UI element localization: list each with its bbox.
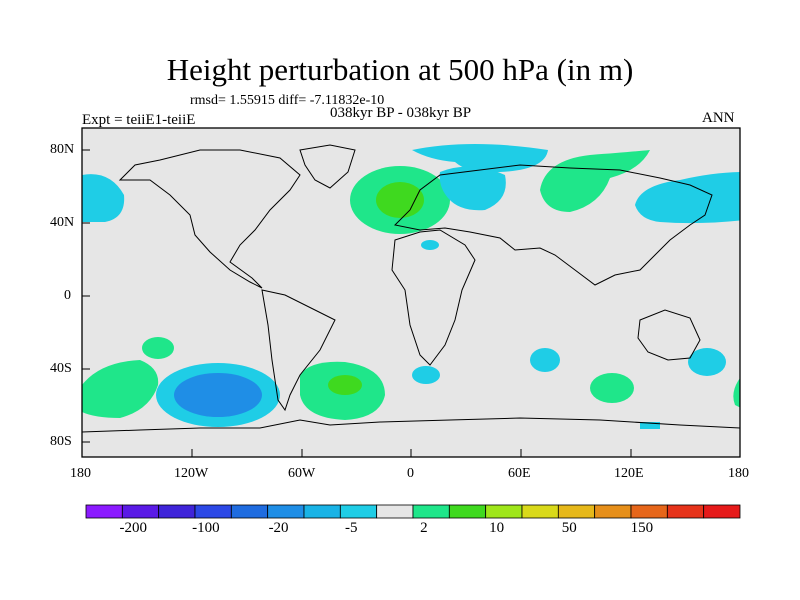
lon-label-120e: 120E bbox=[614, 466, 644, 481]
coast-greenland bbox=[299, 144, 356, 189]
coast-africa bbox=[391, 229, 476, 366]
colorbar-label: -20 bbox=[268, 520, 289, 536]
colorbar-swatch bbox=[521, 504, 559, 519]
colorbar-label: 2 bbox=[420, 520, 428, 536]
field-south-pacific-blue bbox=[174, 373, 262, 417]
coast-eurasia bbox=[393, 164, 713, 286]
colorbar-swatch bbox=[158, 504, 196, 519]
colorbar-swatch bbox=[666, 504, 705, 519]
coast-south-america bbox=[261, 289, 336, 412]
lat-label-40n: 40N bbox=[50, 215, 75, 230]
colorbar-swatch bbox=[339, 504, 378, 519]
colorbar-swatch bbox=[630, 504, 668, 519]
lon-label-120w: 120W bbox=[174, 466, 209, 481]
colorbar-label: -200 bbox=[119, 520, 147, 536]
colorbar-swatch bbox=[121, 504, 160, 519]
lon-label-180w: 180 bbox=[70, 466, 91, 481]
colorbar-label: -100 bbox=[192, 520, 220, 536]
colorbar-label: 50 bbox=[561, 520, 577, 536]
lon-label-0: 0 bbox=[407, 466, 414, 481]
coast-australia bbox=[637, 309, 701, 361]
field-south-atlantic-darkgreen bbox=[328, 375, 362, 395]
field-north-atlantic-darkgreen bbox=[376, 182, 424, 218]
rmsd-stats: rmsd= 1.55915 diff= -7.11832e-10 bbox=[190, 93, 385, 108]
field-indian-cyan bbox=[530, 348, 560, 372]
colorbar-swatch bbox=[85, 504, 123, 519]
season-label: ANN bbox=[702, 110, 735, 126]
colorbar-swatch bbox=[303, 504, 341, 519]
map-title: Height perturbation at 500 hPa (in m) bbox=[166, 52, 634, 87]
colorbar-swatch bbox=[594, 504, 632, 519]
ticks bbox=[81, 149, 741, 457]
colorbar-label: 10 bbox=[489, 520, 505, 536]
field-cape-cyan bbox=[412, 366, 440, 384]
colorbar-label: -5 bbox=[344, 520, 358, 536]
colorbar-swatch bbox=[412, 504, 450, 519]
field-siberia-cyan bbox=[439, 166, 506, 211]
colorbar-swatch bbox=[557, 504, 596, 519]
field-southeast-pacific-green bbox=[733, 378, 740, 408]
colorbar-swatch bbox=[448, 504, 487, 519]
colorbar-swatch bbox=[230, 504, 269, 519]
coast-north-america bbox=[118, 149, 301, 289]
lat-label-80n: 80N bbox=[50, 142, 75, 157]
contour-fields bbox=[82, 144, 740, 429]
colorbar-swatch bbox=[267, 504, 305, 519]
colorbar-swatch bbox=[485, 504, 523, 519]
colorbar-swatch bbox=[703, 504, 741, 519]
colorbar bbox=[85, 504, 741, 519]
field-small-cyan-atlantic bbox=[421, 240, 439, 250]
lon-label-180e: 180 bbox=[728, 466, 749, 481]
coastlines bbox=[82, 144, 740, 433]
field-west-pacific-cyan bbox=[82, 174, 125, 222]
experiment-label: Expt = teiiE1-teiiE bbox=[82, 112, 196, 128]
lon-label-60w: 60W bbox=[288, 466, 316, 481]
field-tasman-cyan bbox=[688, 348, 726, 376]
field-small-green bbox=[142, 337, 174, 359]
lon-label-60e: 60E bbox=[508, 466, 531, 481]
field-south-west-pacific-green bbox=[82, 360, 159, 418]
field-antarctic-cyan bbox=[640, 422, 660, 429]
lat-label-0: 0 bbox=[64, 288, 71, 303]
field-asia-green bbox=[540, 150, 650, 212]
coast-antarctica bbox=[82, 417, 740, 433]
lat-label-80s: 80S bbox=[50, 434, 72, 449]
lat-label-40s: 40S bbox=[50, 361, 72, 376]
colorbar-swatch bbox=[194, 504, 232, 519]
field-pacific-cyan bbox=[635, 172, 740, 224]
field-indian-green bbox=[590, 373, 634, 403]
colorbar-label: 150 bbox=[630, 520, 654, 536]
period-label: 038kyr BP - 038kyr BP bbox=[330, 105, 472, 121]
colorbar-swatch bbox=[376, 504, 414, 519]
